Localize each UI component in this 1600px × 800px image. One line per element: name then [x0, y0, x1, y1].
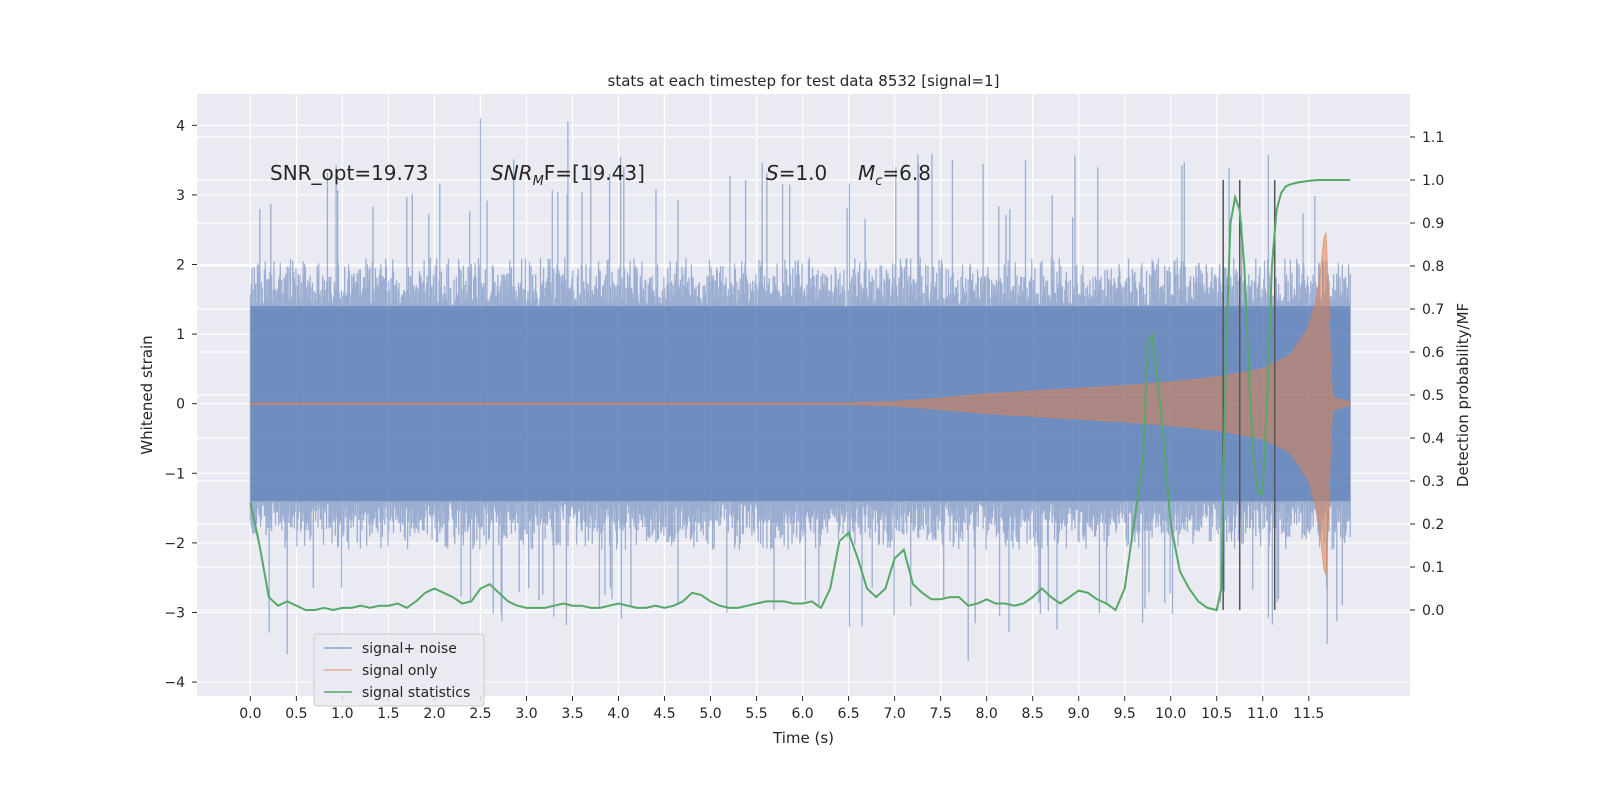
y-tick-label: −2	[164, 536, 185, 552]
y2-tick-label: 1.0	[1422, 173, 1444, 189]
x-tick-label: 1.5	[377, 706, 399, 722]
y-tick-label: 3	[176, 188, 185, 204]
y-axis-label: Whitened strain	[138, 335, 156, 454]
x-tick-label: 5.5	[745, 706, 767, 722]
legend: signal+ noise signal only signal statist…	[313, 633, 485, 707]
x-tick-label: 4.5	[653, 706, 675, 722]
x-tick-label: 8.5	[1022, 706, 1044, 722]
y-tick-label: 2	[176, 258, 185, 274]
x-tick-label: 6.0	[791, 706, 813, 722]
signal-only-line	[249, 232, 1351, 575]
annotation-snr-opt: SNR_opt=19.73	[270, 161, 428, 185]
y-tick-label: 0	[176, 397, 185, 413]
y-tick-label: −3	[164, 605, 185, 621]
x-tick-label: 10.5	[1201, 706, 1232, 722]
x-tick-label: 10.0	[1155, 706, 1186, 722]
x-tick-label: 0.0	[239, 706, 261, 722]
y2-tick-label: 0.1	[1422, 560, 1444, 576]
y-tick-label: 1	[176, 327, 185, 343]
x-tick-label: 9.5	[1114, 706, 1136, 722]
legend-label-signal-noise: signal+ noise	[362, 641, 457, 657]
x-tick-label: 7.5	[929, 706, 951, 722]
y-tick-label: −4	[164, 675, 185, 691]
annotation-mc-value: =6.8	[882, 161, 931, 185]
annotation-snr-mf: SNRMF=[19.43]	[491, 161, 645, 189]
chart-title: stats at each timestep for test data 853…	[608, 72, 1000, 90]
x-tick-label: 5.0	[699, 706, 721, 722]
y2-tick-label: 0.9	[1422, 216, 1444, 232]
y-tick-label: 4	[176, 118, 185, 134]
y2-tick-label: 0.6	[1422, 345, 1444, 361]
x-tick-label: 7.0	[883, 706, 905, 722]
annotation-mc-subscript: c	[875, 174, 882, 189]
annotation-s-value: =1.0	[779, 161, 828, 185]
x-tick-label: 3.5	[561, 706, 583, 722]
y2-tick-label: 1.1	[1422, 130, 1444, 146]
annotation-snr-mf-value: F=[19.43]	[544, 161, 645, 185]
y-tick-label: −1	[164, 466, 185, 482]
legend-label-signal-only: signal only	[362, 663, 437, 679]
y2-tick-label: 0.2	[1422, 517, 1444, 533]
annotation-snr-mf-symbol: SNR	[491, 161, 533, 185]
x-tick-label: 6.5	[837, 706, 859, 722]
x-tick-label: 2.5	[469, 706, 491, 722]
legend-label-signal-statistics: signal statistics	[362, 685, 470, 701]
signal-statistics-line	[249, 179, 1351, 612]
y2-tick-label: 0.8	[1422, 259, 1444, 275]
annotation-mc: Mc=6.8	[858, 161, 931, 189]
x-tick-label: 4.0	[607, 706, 629, 722]
y2-tick-label: 0.0	[1422, 603, 1444, 619]
y2-tick-label: 0.5	[1422, 388, 1444, 404]
annotation-s-symbol: S	[766, 161, 779, 185]
y2-axis-label: Detection probability/MF	[1454, 303, 1472, 487]
x-axis-label: Time (s)	[772, 729, 834, 747]
x-tick-label: 1.0	[331, 706, 353, 722]
x-tick-label: 8.0	[976, 706, 998, 722]
annotation-snr-mf-subscript: M	[533, 174, 544, 189]
legend-box	[313, 633, 485, 707]
x-tick-label: 0.5	[285, 706, 307, 722]
y2-tick-label: 0.7	[1422, 302, 1444, 318]
x-tick-label: 11.5	[1293, 706, 1324, 722]
x-tick-label: 9.0	[1068, 706, 1090, 722]
y2-tick-label: 0.4	[1422, 431, 1444, 447]
annotation-s: S=1.0	[766, 161, 827, 185]
x-tick-label: 2.0	[423, 706, 445, 722]
data-layer	[249, 118, 1351, 662]
tick-layer: 0.0 0.5 1.0 1.5 2.0 2.5 3.0 3.5 4.0 4.5 5.0 5.5 6.0 6…	[164, 118, 1444, 722]
y2-tick-label: 0.3	[1422, 474, 1444, 490]
x-tick-label: 3.0	[515, 706, 537, 722]
annotation-mc-symbol: M	[858, 161, 875, 185]
x-tick-label: 11.0	[1247, 706, 1278, 722]
